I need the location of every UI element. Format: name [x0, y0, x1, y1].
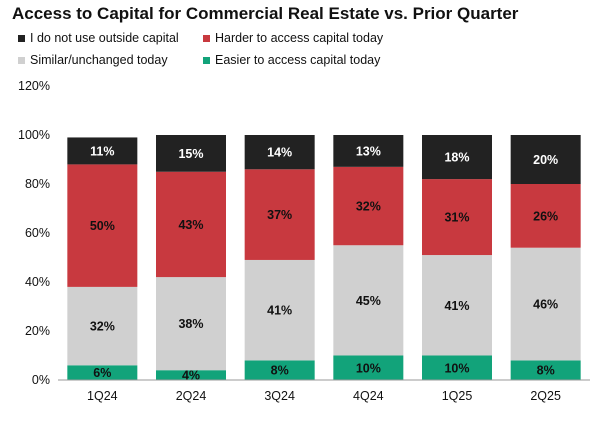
- x-tick-label: 4Q24: [353, 389, 384, 403]
- bar-segment-harder: [67, 164, 138, 287]
- bar-segment-harder: [422, 179, 492, 256]
- bar-segment-easier: [244, 360, 315, 380]
- bar-segment-similar: [156, 277, 226, 371]
- y-tick-label: 20%: [25, 324, 50, 338]
- data-label-no_outside: 18%: [444, 151, 469, 165]
- data-label-easier: 10%: [356, 361, 381, 375]
- x-tick-label: 1Q25: [442, 389, 473, 403]
- data-label-easier: 4%: [182, 369, 200, 383]
- bar-segment-similar: [510, 247, 581, 361]
- legend-item-harder: Harder to access capital today: [203, 31, 383, 45]
- bar-segment-no_outside: [156, 135, 226, 172]
- bar-segment-easier: [156, 370, 226, 380]
- bar-segment-no_outside: [67, 137, 138, 165]
- x-tick-label: 3Q24: [264, 389, 295, 403]
- legend-swatch-similar: [18, 56, 25, 64]
- data-label-no_outside: 11%: [90, 144, 114, 158]
- data-label-no_outside: 14%: [267, 146, 292, 160]
- data-label-no_outside: 20%: [533, 153, 558, 167]
- data-label-harder: 31%: [444, 211, 469, 225]
- data-label-similar: 41%: [444, 299, 469, 313]
- legend-item-no-outside-capital: I do not use outside capital: [18, 31, 179, 45]
- bar-segment-easier: [510, 360, 581, 380]
- data-label-harder: 50%: [90, 219, 115, 233]
- bar-segment-harder: [156, 171, 226, 278]
- x-tick-label: 2Q25: [530, 389, 561, 403]
- data-label-no_outside: 13%: [356, 144, 381, 158]
- bar-segment-no_outside: [333, 135, 404, 167]
- legend-label-easier: Easier to access capital today: [215, 53, 381, 67]
- data-label-harder: 26%: [533, 209, 558, 223]
- x-tick-label: 1Q24: [87, 389, 118, 403]
- x-tick-label: 2Q24: [176, 389, 207, 403]
- data-label-easier: 8%: [271, 364, 289, 378]
- bar-segment-similar: [244, 259, 315, 361]
- legend-swatch-harder: [203, 34, 210, 42]
- legend-label-similar: Similar/unchanged today: [30, 53, 168, 67]
- bar-segment-no_outside: [510, 135, 581, 184]
- data-label-no_outside: 15%: [178, 147, 203, 161]
- bar-segment-easier: [67, 365, 138, 380]
- legend-item-easier: Easier to access capital today: [203, 53, 380, 67]
- data-label-similar: 38%: [178, 317, 203, 331]
- legend-swatch-easier: [203, 56, 210, 64]
- y-tick-label: 60%: [25, 226, 50, 240]
- y-tick-label: 0%: [32, 373, 50, 387]
- bar-segment-no_outside: [244, 135, 315, 170]
- legend-item-similar: Similar/unchanged today: [18, 53, 168, 67]
- chart-title: Access to Capital for Commercial Real Es…: [12, 4, 519, 23]
- legend-label-harder: Harder to access capital today: [215, 31, 384, 45]
- data-label-easier: 6%: [93, 366, 111, 380]
- bar-segment-harder: [510, 184, 581, 248]
- legend-label-no-outside-capital: I do not use outside capital: [30, 31, 179, 45]
- y-tick-label: 100%: [18, 128, 50, 142]
- bar-segment-similar: [67, 286, 138, 366]
- data-label-easier: 8%: [537, 364, 555, 378]
- bar-segment-similar: [333, 245, 404, 356]
- data-label-easier: 10%: [444, 361, 469, 375]
- data-label-harder: 32%: [356, 200, 381, 214]
- data-label-similar: 46%: [533, 298, 558, 312]
- data-label-similar: 41%: [267, 304, 292, 318]
- bar-segment-easier: [333, 355, 404, 380]
- y-tick-label: 80%: [25, 177, 50, 191]
- data-label-harder: 43%: [178, 218, 203, 232]
- legend-swatch-no-outside-capital: [18, 34, 25, 42]
- bar-segment-similar: [422, 255, 492, 356]
- data-label-similar: 45%: [356, 294, 381, 308]
- bar-segment-harder: [244, 169, 315, 260]
- data-label-similar: 32%: [90, 320, 115, 334]
- y-tick-label: 40%: [25, 275, 50, 289]
- y-tick-label: 120%: [18, 79, 50, 93]
- bar-segment-harder: [333, 166, 404, 246]
- bar-segment-no_outside: [422, 135, 492, 180]
- bar-segment-easier: [422, 355, 492, 380]
- data-label-harder: 37%: [267, 208, 292, 222]
